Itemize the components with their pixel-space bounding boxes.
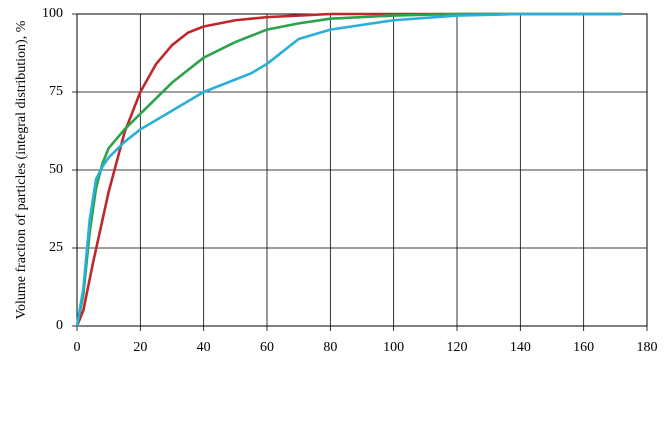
series-line [75,12,622,327]
x-tick-label: 0 [74,340,81,355]
x-tick-label: 80 [323,340,337,355]
y-tick-label: 0 [56,318,63,333]
series-line [75,12,622,327]
x-tick-label: 100 [383,340,404,355]
y-axis-label: Volume fraction of particles (integral d… [14,20,29,319]
x-tick-label: 20 [133,340,147,355]
x-tick-label: 140 [510,340,531,355]
y-tick-label: 75 [49,84,63,99]
x-tick-label: 180 [637,340,658,355]
y-tick-label: 25 [49,240,63,255]
x-tick-label: 160 [573,340,594,355]
x-tick-label: 60 [260,340,274,355]
y-tick-label: 100 [42,6,63,21]
y-tick-label: 50 [49,162,63,177]
x-tick-label: 120 [447,340,468,355]
x-tick-label: 40 [197,340,211,355]
